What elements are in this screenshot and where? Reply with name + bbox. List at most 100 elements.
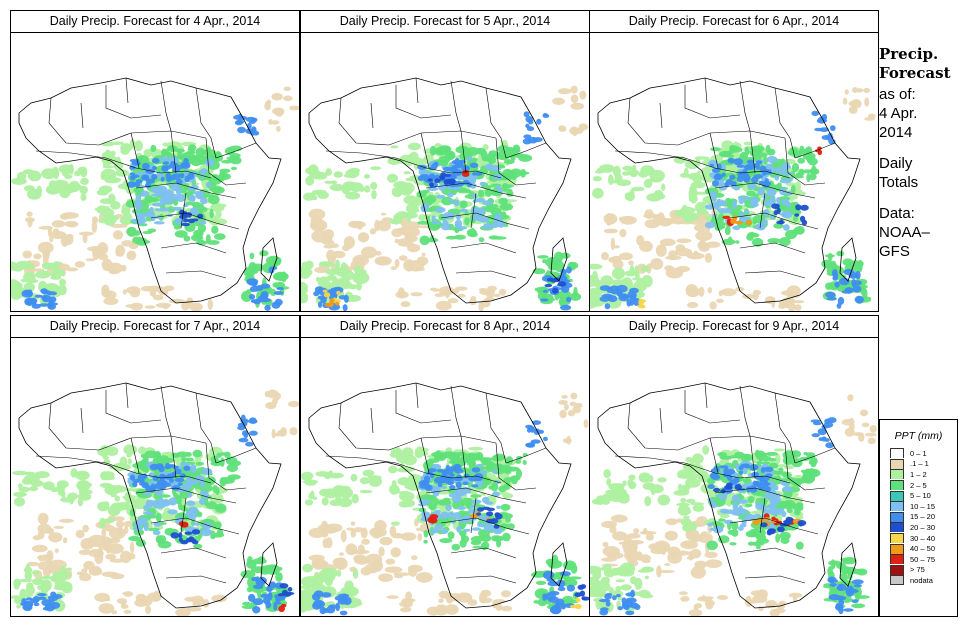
- legend-item: 0 – 1: [890, 448, 957, 459]
- country-border: [739, 547, 806, 559]
- data-source-line2: NOAA–: [879, 224, 930, 241]
- madagascar-outline: [550, 542, 568, 587]
- country-border: [759, 192, 766, 229]
- country-border: [744, 270, 806, 279]
- map-canvas: [301, 382, 589, 616]
- country-border: [180, 497, 187, 534]
- country-border: [325, 455, 502, 484]
- sidebar-heading-line2: Forecast: [879, 64, 951, 82]
- country-border: [729, 212, 819, 230]
- country-border: [205, 137, 247, 186]
- country-border: [659, 102, 663, 129]
- country-border: [420, 132, 430, 169]
- country-border: [125, 382, 129, 409]
- totals-line1: Daily: [879, 155, 913, 172]
- country-border: [450, 547, 517, 559]
- country-border: [325, 150, 502, 179]
- country-border: [704, 77, 708, 104]
- legend-swatch: [890, 533, 904, 544]
- country-border: [415, 77, 419, 104]
- country-border: [485, 87, 507, 159]
- coastline: [597, 77, 861, 304]
- legend-item: 10 – 15: [890, 501, 957, 512]
- panel-title: Daily Precip. Forecast for 9 Apr., 2014: [589, 315, 879, 338]
- forecast-panel-day6: Daily Precip. Forecast for 9 Apr., 2014: [589, 315, 879, 617]
- country-border: [744, 575, 806, 584]
- precip-map: [300, 32, 590, 312]
- legend-label: .1 – 1: [910, 459, 929, 469]
- legend-swatch: [890, 458, 904, 469]
- country-border: [35, 455, 212, 484]
- precip-map: [10, 32, 300, 312]
- country-border: [130, 437, 140, 474]
- country-border: [48, 97, 207, 146]
- country-border: [485, 392, 507, 464]
- country-border: [195, 87, 217, 159]
- legend-label: > 75: [910, 565, 925, 575]
- coastline: [597, 382, 861, 609]
- data-source-line3: GFS: [879, 243, 910, 260]
- country-border: [165, 575, 227, 584]
- data-source-line1: Data:: [879, 205, 915, 222]
- country-border: [470, 497, 477, 534]
- country-border: [150, 212, 240, 230]
- country-border: [105, 390, 162, 424]
- legend-item: .1 – 1: [890, 458, 957, 470]
- sidebar-heading-line1: Precip.: [879, 45, 939, 63]
- panel-title: Daily Precip. Forecast for 4 Apr., 2014: [10, 10, 300, 33]
- country-border: [495, 137, 537, 186]
- country-border: [627, 402, 786, 451]
- legend-item: 2 – 5: [890, 480, 957, 491]
- country-border: [709, 437, 719, 474]
- country-border: [684, 85, 741, 119]
- legend-swatch: [890, 543, 904, 554]
- legend-swatch: [890, 480, 904, 491]
- coastline: [308, 77, 572, 304]
- country-border: [505, 447, 547, 464]
- country-border: [80, 407, 84, 434]
- country-border: [794, 142, 836, 159]
- country-border: [415, 382, 419, 409]
- country-border: [135, 182, 237, 199]
- madagascar-outline: [260, 542, 278, 587]
- country-border: [709, 132, 719, 169]
- panel-title: Daily Precip. Forecast for 8 Apr., 2014: [300, 315, 590, 338]
- legend-label: 5 – 10: [910, 491, 931, 501]
- country-border: [684, 390, 741, 424]
- legend-label: 10 – 15: [910, 501, 936, 511]
- country-border: [395, 390, 452, 424]
- country-border: [48, 402, 207, 451]
- legend-item: 40 – 50: [890, 543, 957, 554]
- legend-item: 1 – 2: [890, 469, 957, 480]
- country-border: [455, 575, 517, 584]
- country-border: [425, 487, 527, 504]
- legend-swatch: [890, 490, 904, 501]
- precip-map: [589, 32, 879, 312]
- legend-swatch: [890, 554, 904, 565]
- legend-swatch: [890, 448, 904, 459]
- country-border: [215, 142, 257, 159]
- country-border: [370, 102, 374, 129]
- country-border: [714, 182, 816, 199]
- coastline: [18, 382, 282, 609]
- country-border: [450, 242, 517, 254]
- country-border: [80, 102, 84, 129]
- madagascar-outline: [550, 237, 568, 282]
- map-canvas: [590, 382, 877, 616]
- precip-map: [300, 337, 590, 617]
- map-canvas: [590, 77, 876, 311]
- country-border: [450, 385, 462, 437]
- country-border: [704, 382, 708, 409]
- country-border: [440, 517, 530, 535]
- map-canvas: [11, 382, 299, 616]
- country-border: [425, 182, 527, 199]
- country-border: [759, 497, 766, 534]
- country-border: [130, 132, 140, 169]
- country-border: [338, 402, 497, 451]
- country-border: [729, 517, 819, 535]
- legend-item: 15 – 20: [890, 511, 957, 523]
- legend-swatch: [890, 469, 904, 480]
- country-border: [338, 97, 497, 146]
- country-border: [739, 242, 806, 254]
